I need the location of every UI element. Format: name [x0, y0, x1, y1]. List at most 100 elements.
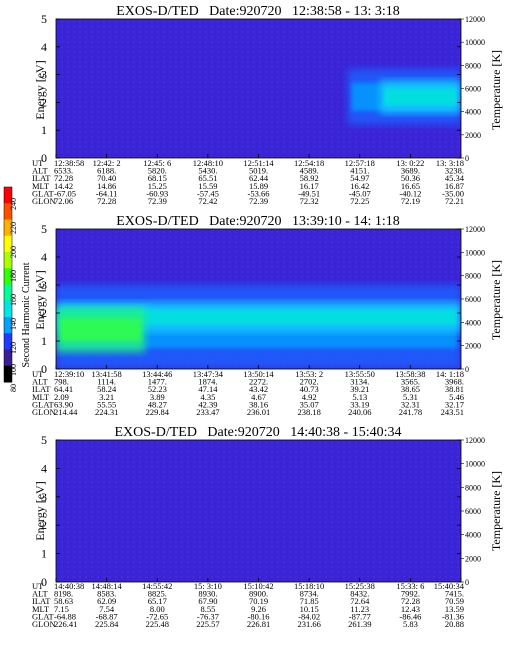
ephemeris-cell: 8583. [97, 589, 116, 599]
panel-title: EXOS-D/TED Date:920720 13:39:10 - 14: 1:… [116, 214, 399, 229]
ephemeris-cell: -80.16 [248, 611, 270, 621]
ephemeris-cell: 65.51 [198, 173, 217, 183]
temperature-tick-label: 0 [465, 578, 469, 587]
colorbar-segment [4, 317, 12, 334]
ephemeris-row-label: MLT [32, 181, 50, 191]
ephemeris-cell: 43.42 [249, 384, 268, 394]
ephemeris-cell: 72.25 [350, 196, 369, 206]
ephemeris-cell: -35.00 [442, 188, 464, 198]
ephemeris-cell: 15.89 [249, 181, 268, 191]
ephemeris-cell: 8930. [198, 589, 217, 599]
ephemeris-cell: 72.39 [249, 196, 268, 206]
ephemeris-cell: 10.15 [300, 604, 319, 614]
colorbar-segment [4, 252, 12, 269]
temperature-tick-label: 8000 [465, 483, 481, 492]
energy-tick-label: 4 [41, 461, 47, 475]
temperature-axis: 0 2000 4000 6000 8000 10000 12000 [461, 15, 485, 163]
ephemeris-row-label: GLAT [32, 188, 55, 198]
energy-tick-label: 3 [41, 490, 47, 504]
ephemeris-cell: 72.32 [300, 196, 319, 206]
heatmap-core-high [384, 88, 457, 106]
temperature-axis-label: Temperature [K] [489, 471, 503, 551]
ephemeris-cell: -67.05 [54, 188, 76, 198]
ephemeris-cell: 16.42 [350, 181, 369, 191]
heatmap-area [56, 229, 461, 369]
ephemeris-cell: 15:18:10 [294, 581, 324, 591]
ephemeris-cell: 2272. [249, 377, 268, 387]
ephemeris-cell: 5.83 [403, 619, 418, 629]
ephemeris-row-label: GLAT [32, 399, 55, 409]
ephemeris-cell: 38.65 [401, 384, 420, 394]
spectrogram-panel-2: EXOS-D/TED Date:920720 13:39:10 - 14: 1:… [32, 214, 503, 417]
ephemeris-cell: 62.44 [249, 173, 269, 183]
ephemeris-cell: 4.67 [251, 392, 266, 402]
colorbar-segment [4, 268, 12, 285]
ephemeris-cell: 3968. [445, 377, 464, 387]
ephemeris-cell: 14:55:42 [142, 581, 172, 591]
temperature-tick-label: 4000 [465, 318, 481, 327]
ephemeris-cell: 16.65 [401, 181, 420, 191]
ephemeris-cell: 233.47 [196, 407, 219, 417]
ephemeris-cell: 16.17 [300, 181, 319, 191]
temperature-axis-label: Temperature [K] [489, 50, 503, 130]
heatmap-core-high [60, 309, 457, 325]
ephemeris-row-label: UT [32, 369, 44, 379]
ephemeris-cell: 4589. [300, 166, 319, 176]
ephemeris-cell: 72.42 [198, 196, 217, 206]
energy-tick-label: 3 [41, 278, 47, 292]
ephemeris-cell: 13:44:46 [142, 369, 172, 379]
ephemeris-cell: 4151. [350, 166, 369, 176]
ephemeris-cell: 5820. [148, 166, 167, 176]
energy-axis-label: Energy [eV] [33, 60, 47, 119]
ephemeris-cell: 67.90 [198, 596, 217, 606]
colorbar-tick: 180 [9, 270, 18, 282]
ephemeris-cell: 6533. [54, 166, 73, 176]
ephemeris-cell: 64.41 [54, 384, 73, 394]
ephemeris-cell: 32.31 [401, 399, 420, 409]
temperature-axis: 0 2000 4000 6000 8000 10000 12000 [461, 436, 485, 587]
ephemeris-row-label: ILAT [32, 384, 51, 394]
ephemeris-cell: 8432. [350, 589, 369, 599]
ephemeris-cell: 238.18 [297, 407, 320, 417]
ephemeris-cell: 15.25 [148, 181, 167, 191]
ephemeris-cell: 2702. [300, 377, 319, 387]
panel-title: EXOS-D/TED Date:920720 14:40:38 - 15:40:… [115, 425, 402, 440]
ephemeris-cell: 13:41:58 [92, 369, 122, 379]
ephemeris-cell: 14.86 [97, 181, 116, 191]
ephemeris-row-label: ALT [32, 166, 49, 176]
spectrogram-panel-3: EXOS-D/TED Date:920720 14:40:38 - 15:40:… [32, 425, 503, 629]
temperature-tick-label: 10000 [465, 460, 485, 469]
temperature-tick-label: 4000 [465, 531, 481, 540]
colorbar-frame [3, 186, 13, 383]
ephemeris-cell: -72.65 [146, 611, 168, 621]
ephemeris-cell: -53.66 [248, 188, 270, 198]
heatmap-area [56, 19, 461, 158]
ephemeris-table: UTALTILATMLTGLATGLON12:38:586533.72.2814… [32, 158, 465, 206]
ephemeris-cell: 72.06 [54, 196, 73, 206]
ephemeris-row-label: ALT [32, 377, 49, 387]
ephemeris-cell: 9.26 [251, 604, 266, 614]
ephemeris-cell: 15.59 [198, 181, 217, 191]
ephemeris-cell: 12:57:18 [345, 158, 375, 168]
colorbar-segment [4, 235, 12, 253]
ephemeris-cell: 15: 3:10 [194, 581, 222, 591]
temperature-tick-label: 8000 [465, 272, 481, 281]
ephemeris-cell: 231.66 [297, 619, 320, 629]
ephemeris-cell: 15:33: 6 [396, 581, 424, 591]
ephemeris-cell: 72.28 [97, 196, 116, 206]
ephemeris-cell: 7415. [445, 589, 464, 599]
ephemeris-cell: 35.07 [300, 399, 319, 409]
temperature-tick-label: 12000 [465, 15, 485, 24]
ephemeris-cell: 8.00 [150, 604, 165, 614]
ephemeris-cell: 7.15 [54, 604, 69, 614]
ephemeris-cell: 15:10:42 [243, 581, 273, 591]
panel-title: EXOS-D/TED Date:920720 12:38:58 - 13: 3:… [116, 4, 399, 19]
ephemeris-cell: 72.64 [350, 596, 370, 606]
colorbar-tick: 240 [9, 198, 18, 210]
ephemeris-cell: 225.84 [95, 619, 119, 629]
energy-tick-label: 0 [41, 362, 47, 376]
ephemeris-cell: 229.84 [146, 407, 170, 417]
temperature-tick-label: 12000 [465, 436, 485, 445]
